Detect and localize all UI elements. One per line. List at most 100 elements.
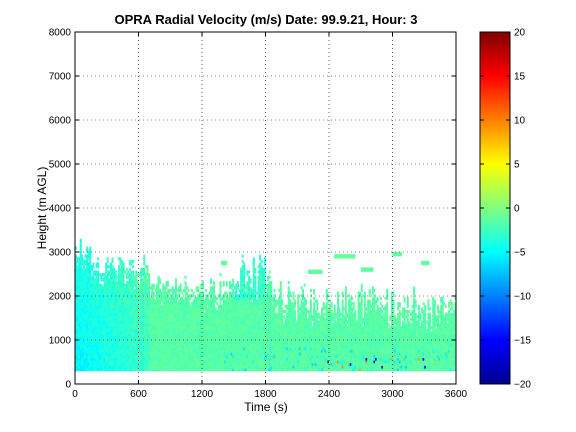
heat-cell xyxy=(76,315,79,319)
heat-cell xyxy=(149,347,152,351)
heat-cell xyxy=(95,288,98,292)
heat-cell xyxy=(279,299,282,303)
heat-cell xyxy=(279,325,282,329)
heat-cell xyxy=(219,368,222,372)
heat-cell xyxy=(167,368,170,372)
heat-cell xyxy=(127,365,130,369)
heat-cell xyxy=(205,304,208,308)
heat-cell xyxy=(251,288,254,292)
heat-cell xyxy=(248,336,251,340)
heat-cell xyxy=(173,341,176,345)
heat-cell xyxy=(122,318,125,322)
heat-cell xyxy=(136,312,139,316)
heat-cell xyxy=(236,302,239,306)
heat-cell xyxy=(181,333,184,337)
heat-cell xyxy=(279,362,282,366)
heat-cell xyxy=(152,339,155,343)
heat-cell xyxy=(106,339,109,343)
heat-cell xyxy=(219,352,222,356)
heat-cell xyxy=(200,354,203,358)
heat-cell xyxy=(90,320,93,324)
heat-cell xyxy=(243,270,246,274)
heat-cell xyxy=(287,344,290,348)
heat-cell xyxy=(122,270,125,274)
heat-cell xyxy=(152,354,155,358)
heat-cell xyxy=(254,267,257,271)
heat-cell xyxy=(294,323,297,327)
heat-cell xyxy=(154,344,157,348)
heat-cell xyxy=(124,323,127,327)
heat-cell xyxy=(111,296,114,300)
heat-cell xyxy=(133,362,136,366)
heat-cell xyxy=(76,333,79,337)
heat-cell xyxy=(133,354,136,358)
heat-cell xyxy=(222,281,225,285)
heat-cell xyxy=(275,368,278,372)
heat-cell xyxy=(100,294,103,298)
heat-cell xyxy=(262,273,265,277)
heat-cell xyxy=(79,275,82,279)
heat-cell xyxy=(162,368,165,372)
heat-cell xyxy=(278,299,281,303)
heat-cell xyxy=(143,296,146,300)
heat-cell xyxy=(124,354,127,358)
heat-cell xyxy=(206,320,209,324)
heat-cell xyxy=(90,275,93,279)
heat-cell xyxy=(273,328,276,332)
heat-cell xyxy=(117,320,120,324)
heat-cell xyxy=(81,294,84,298)
heat-cell xyxy=(236,323,239,327)
heat-cell xyxy=(248,328,251,332)
heat-cell xyxy=(157,320,160,324)
heat-cell xyxy=(262,312,265,316)
heat-cell xyxy=(279,354,282,358)
heat-cell xyxy=(211,315,214,319)
heat-cell xyxy=(228,307,231,311)
heat-cell xyxy=(76,336,79,340)
heat-cell xyxy=(76,368,79,372)
heat-cell xyxy=(254,291,257,295)
heat-cell xyxy=(221,328,224,332)
heat-cell xyxy=(128,304,131,308)
heat-cell xyxy=(202,333,204,337)
heat-cell xyxy=(108,307,111,311)
heat-cell xyxy=(200,333,203,337)
heat-cell xyxy=(136,328,139,332)
heat-cell xyxy=(159,304,162,308)
heat-cell xyxy=(79,312,82,316)
heat-cell xyxy=(209,304,212,308)
heat-cell xyxy=(292,310,295,314)
heat-cell xyxy=(143,267,146,271)
heat-cell xyxy=(243,357,246,361)
heat-cell xyxy=(286,349,289,353)
heat-cell xyxy=(216,341,219,345)
heat-cell xyxy=(184,312,187,316)
heat-cell xyxy=(294,315,297,319)
heat-cell xyxy=(287,362,290,366)
heat-cell xyxy=(173,296,176,300)
heat-cell xyxy=(268,296,271,300)
heat-cell xyxy=(82,259,85,263)
heat-cell xyxy=(276,299,279,303)
heat-cell xyxy=(279,310,282,314)
heat-cell xyxy=(205,368,208,372)
heat-cell xyxy=(125,331,128,335)
heat-cell xyxy=(162,365,165,369)
heat-cell xyxy=(246,344,249,348)
heat-cell xyxy=(197,365,200,369)
heat-cell xyxy=(106,265,109,269)
heat-cell xyxy=(184,362,187,366)
heat-cell xyxy=(182,333,185,337)
heat-cell xyxy=(262,352,265,356)
heat-cell xyxy=(262,275,265,279)
heat-cell xyxy=(248,278,251,282)
heat-cell xyxy=(175,325,177,329)
heat-cell xyxy=(259,296,262,300)
heat-cell xyxy=(216,336,219,340)
heat-cell xyxy=(270,352,273,356)
heat-cell xyxy=(144,365,147,369)
heat-cell xyxy=(127,360,130,364)
heat-cell xyxy=(263,286,266,290)
heat-cell xyxy=(105,281,108,285)
heat-cell xyxy=(259,362,262,366)
